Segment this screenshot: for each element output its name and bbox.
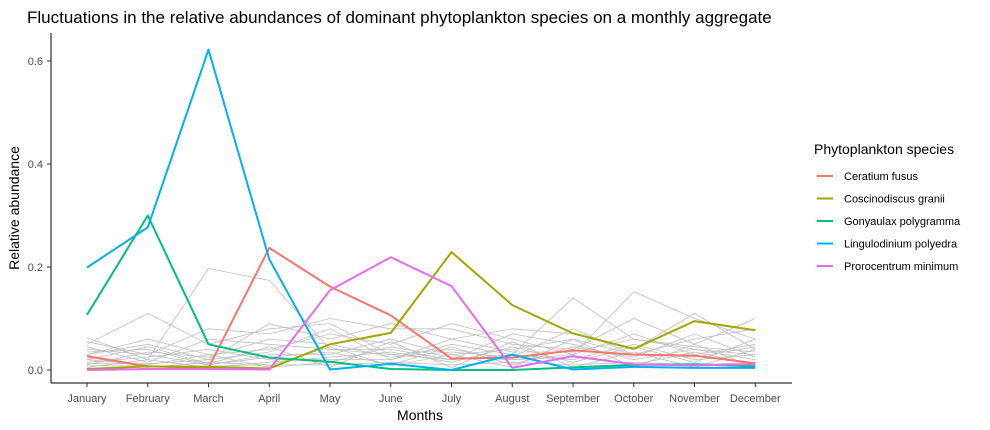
plot-area	[50, 33, 792, 384]
background-series-group	[86, 268, 756, 368]
y-axis-title: Relative abundance	[6, 146, 22, 270]
x-tick-label: June	[379, 393, 403, 405]
y-axis-ticks: 0.0 0.2 0.4 0.6	[28, 56, 51, 377]
background-series-line-11	[86, 333, 756, 366]
x-tick-label: November	[669, 393, 720, 405]
background-series-line-5	[86, 323, 756, 366]
series-line-coscinodiscus-granii	[86, 251, 756, 370]
x-axis-title: Months	[397, 407, 443, 423]
x-tick-label: May	[320, 393, 341, 405]
background-series-line-3	[86, 318, 756, 356]
background-series-line-6	[86, 328, 756, 366]
y-tick-label: 0.2	[28, 262, 43, 274]
x-axis-ticks: January February March April May June July Augu…	[67, 383, 781, 405]
x-tick-label: March	[193, 393, 224, 405]
legend-label: Prorocentrum minimum	[844, 261, 958, 273]
x-tick-label: September	[546, 393, 600, 405]
y-tick-label: 0.6	[28, 56, 43, 68]
background-series-line-14	[87, 328, 756, 365]
x-tick-label: December	[730, 393, 781, 405]
legend-label: Lingulodinium polyedra	[844, 239, 958, 251]
x-tick-label: August	[495, 393, 529, 405]
main-series-group	[86, 48, 756, 371]
x-tick-label: July	[442, 393, 462, 405]
y-tick-label: 0.0	[28, 365, 43, 377]
legend-label: Gonyaulax polygramma	[844, 216, 961, 228]
series-line-prorocentrum-minimum	[86, 256, 756, 371]
x-tick-label: April	[258, 393, 280, 405]
x-tick-label: February	[126, 393, 171, 405]
background-series-line-1	[86, 268, 756, 361]
legend-label: Ceratium fusus	[844, 171, 918, 183]
legend: Phytoplankton species Ceratium fusus Cosc…	[814, 141, 961, 273]
chart-title: Fluctuations in the relative abundances …	[27, 8, 772, 27]
y-tick-label: 0.4	[28, 159, 43, 171]
legend-label: Coscinodiscus granii	[844, 194, 945, 206]
x-tick-label: January	[67, 393, 107, 405]
legend-items: Ceratium fusus Coscinodiscus granii Gonyau…	[817, 171, 961, 273]
x-tick-label: October	[614, 393, 653, 405]
series-line-lingulodinium-polyedra	[86, 48, 756, 371]
background-series-line-13	[86, 338, 756, 368]
legend-title: Phytoplankton species	[814, 141, 954, 157]
